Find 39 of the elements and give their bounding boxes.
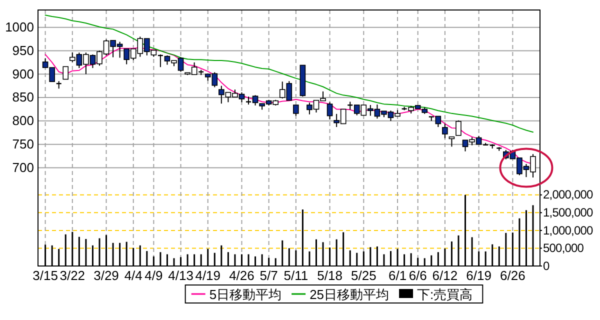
y2-tick-label: 1,500,000 — [543, 206, 594, 220]
x-tick-label: 6/19 — [466, 268, 492, 284]
y-tick-label: 900 — [12, 66, 34, 82]
x-tick-label: 4/9 — [144, 268, 163, 284]
legend-label: 下:売買高 — [417, 287, 473, 302]
y-tick-label: 800 — [12, 113, 34, 128]
x-tick-label: 6/26 — [500, 268, 526, 284]
candlestick — [293, 104, 299, 116]
y2-tick-label: 2,000,000 — [543, 188, 594, 202]
legend-label: 25日移動平均 — [310, 287, 390, 302]
x-tick-label: 5/11 — [284, 268, 308, 284]
x-tick-label: 4/4 — [124, 268, 142, 284]
y-tick-label: 850 — [12, 90, 34, 105]
y-tick-label: 950 — [12, 42, 34, 58]
x-tick-label: 6/1 — [388, 268, 407, 284]
x-tick-label: 3/15 — [32, 268, 58, 284]
candlestick — [62, 66, 69, 80]
candlestick — [448, 136, 455, 148]
y2-tick-label: 1,000,000 — [543, 223, 594, 238]
y2-tick-label: 500,000 — [543, 241, 584, 256]
x-tick-label: 3/29 — [94, 268, 119, 284]
x-tick-label: 4/13 — [168, 268, 194, 284]
y-tick-label: 1000 — [5, 19, 34, 34]
x-tick-label: 4/26 — [229, 268, 254, 284]
x-tick-label: 5/7 — [260, 268, 278, 284]
y-tick-label: 700 — [12, 160, 34, 175]
y-tick-label: 750 — [12, 136, 34, 152]
x-tick-label: 4/19 — [195, 268, 221, 284]
candlestick — [326, 102, 333, 120]
legend-label: 5日移動平均 — [209, 287, 282, 302]
x-tick-label: 6/6 — [408, 268, 427, 284]
x-tick-label: 5/25 — [351, 268, 376, 284]
x-tick-label: 6/12 — [432, 268, 458, 284]
candlestick — [442, 123, 448, 139]
x-tick-label: 3/22 — [60, 268, 86, 284]
candlestick — [456, 120, 462, 136]
line-series — [44, 14, 534, 133]
y2-tick-label: 0 — [543, 258, 550, 273]
x-tick-label: 5/18 — [317, 268, 342, 284]
